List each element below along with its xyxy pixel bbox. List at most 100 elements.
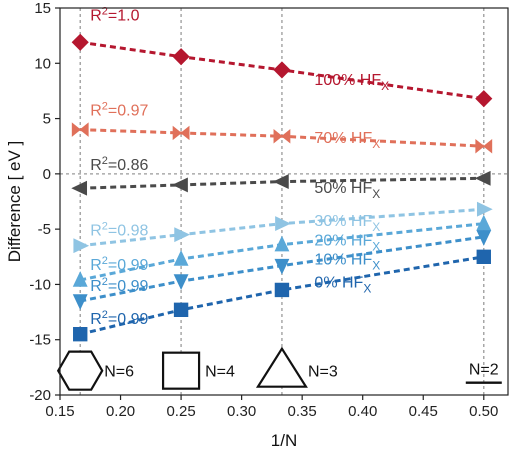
series-5-point-2 — [274, 258, 290, 275]
series-2-point-1 — [172, 177, 188, 193]
series-6-point-3 — [476, 249, 491, 264]
r2-value-3: =0.98 — [108, 223, 149, 240]
series-label-6: 0% HFX — [314, 275, 371, 296]
series-label-sub-2: X — [372, 187, 380, 201]
series-line-6 — [79, 255, 485, 336]
y-tick-label-3: -5 — [38, 221, 51, 238]
series-label-5: 10% HFX — [314, 251, 380, 272]
y-tick-label-0: -20 — [29, 387, 51, 404]
hexagon-icon — [56, 350, 104, 391]
series-label-sub-5: X — [372, 258, 380, 272]
series-label-2: 50% HFX — [314, 180, 380, 201]
x-tick-label-3: 0.30 — [227, 403, 256, 420]
y-tick-label-4: 0 — [43, 166, 51, 183]
series-3-point-0 — [73, 238, 90, 254]
series-1-point-3 — [475, 138, 493, 154]
series-label-3: 30% HFX — [314, 213, 380, 234]
r2-sup-4: 2 — [102, 255, 108, 267]
shape-label-3: N=2 — [469, 362, 499, 379]
x-tick-label-1: 0.20 — [106, 403, 135, 420]
series-0 — [71, 33, 493, 108]
x-tick-label-2: 0.25 — [166, 403, 195, 420]
series-1 — [71, 122, 493, 154]
r2-value-4: =0.99 — [108, 257, 149, 274]
series-line-0 — [80, 40, 484, 101]
r2-labels: R2=1.0R2=0.97R2=0.86R2=0.98R2=0.99R2=0.9… — [90, 5, 148, 328]
series-0-point-1 — [172, 48, 190, 66]
series-4-point-3 — [476, 214, 492, 231]
series-3-point-1 — [174, 227, 191, 243]
y-tick-label-6: 10 — [34, 55, 51, 72]
shape-legend: N=6 N=4 N=3 N=2 — [56, 346, 502, 391]
r2-value-1: =0.97 — [108, 103, 149, 120]
y-tick-label-5: 5 — [43, 111, 51, 128]
y-tick-label-1: -15 — [29, 332, 51, 349]
series-label-sub-4: X — [372, 239, 380, 253]
series-line-4 — [79, 222, 484, 282]
series-0-point-0 — [71, 33, 89, 51]
series-line-2 — [80, 176, 484, 190]
r2-value-0: =1.0 — [108, 7, 140, 24]
r2-sup-6: 2 — [102, 309, 108, 321]
series-label-sub-3: X — [372, 220, 380, 234]
r2-sup-5: 2 — [102, 276, 108, 288]
r2-sup-0: 2 — [102, 5, 108, 17]
shape-label-0: N=6 — [104, 364, 134, 381]
shape-legend-0: N=6 — [56, 350, 134, 391]
series-line-3 — [80, 207, 484, 248]
series-4 — [72, 214, 492, 287]
shape-legend-2: N=3 — [255, 346, 338, 388]
series-label-1: 70% HFX — [314, 130, 380, 151]
y-tick-label-2: -10 — [29, 276, 51, 293]
triangle-icon — [255, 346, 308, 388]
series-6-point-0 — [73, 326, 88, 342]
series-2 — [71, 170, 491, 196]
series-4-point-1 — [173, 250, 189, 266]
shape-legend-3: N=2 — [465, 362, 502, 384]
shape-label-1: N=4 — [205, 364, 235, 381]
y-tick-label-7: 15 — [34, 0, 51, 17]
series-3-point-3 — [476, 201, 493, 217]
r2-label-6: R2=0.99 — [90, 309, 148, 328]
r2-label-5: R2=0.99 — [90, 276, 148, 295]
x-tick-label-4: 0.35 — [288, 403, 317, 420]
y-axis-ticks: -20 -15 -10 -5 0 5 10 15 — [29, 0, 60, 404]
x-tick-label-7: 0.50 — [469, 403, 498, 420]
series-line-1 — [80, 128, 484, 148]
plot-frame — [59, 7, 509, 396]
shape-legend-1: N=4 — [161, 351, 235, 390]
series-3-point-2 — [275, 216, 291, 232]
series-label-0: 100% HFX — [314, 72, 389, 93]
x-tick-label-0: 0.15 — [45, 403, 74, 420]
series-2-point-2 — [273, 174, 289, 190]
series-1-point-2 — [273, 129, 291, 144]
x-axis-ticks: 0.15 0.20 0.25 0.30 0.35 0.40 0.45 0.50 — [45, 395, 498, 420]
r2-label-2: R2=0.86 — [90, 155, 148, 174]
series-2-point-0 — [71, 180, 88, 196]
r2-value-2: =0.86 — [108, 157, 149, 174]
series-4-point-2 — [274, 235, 290, 252]
series-label-sub-6: X — [363, 282, 371, 296]
x-axis-title: 1/N — [271, 431, 297, 450]
r2-value-5: =0.99 — [108, 278, 149, 295]
series-label-sub-1: X — [372, 137, 380, 151]
series-0-point-2 — [273, 61, 291, 79]
series-1-point-1 — [172, 125, 190, 141]
series-line-5 — [79, 235, 484, 303]
r2-label-1: R2=0.97 — [90, 101, 148, 120]
series-label-4: 20% HFX — [314, 232, 380, 253]
r2-sup-1: 2 — [102, 101, 108, 113]
series-0-point-3 — [475, 90, 493, 108]
shape-label-2: N=3 — [308, 364, 338, 381]
r2-label-4: R2=0.99 — [90, 255, 148, 274]
series-6 — [73, 249, 491, 342]
y-axis-title: Difference [ eV ] — [5, 141, 24, 263]
grid-lines — [79, 8, 485, 395]
r2-value-6: =0.99 — [108, 311, 149, 328]
series-6-point-1 — [173, 302, 189, 318]
series-3 — [73, 201, 493, 254]
r2-sup-2: 2 — [102, 155, 108, 167]
series-1-point-0 — [71, 122, 89, 137]
series-label-sub-0: X — [381, 79, 389, 93]
